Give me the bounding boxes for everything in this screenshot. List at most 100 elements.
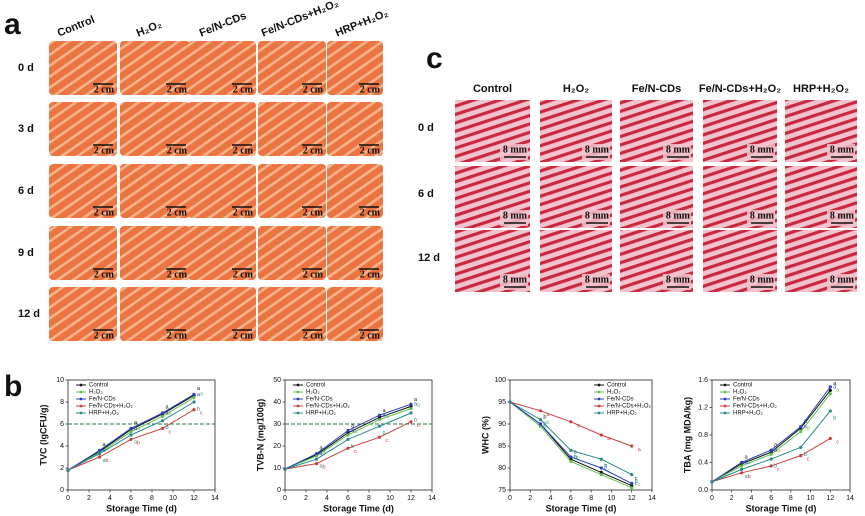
x-axis-label: Storage Time (d): [546, 503, 617, 513]
data-point: [97, 452, 102, 456]
legend-label: Fe/N-CDs+H₂O₂: [607, 404, 651, 410]
scale-label: 8 mm: [503, 210, 528, 221]
data-point: [409, 404, 413, 408]
data-point: [599, 433, 603, 437]
significance-letter: a: [320, 451, 324, 457]
x-tick-label: 0: [66, 495, 70, 502]
significance-letter: c: [836, 439, 839, 445]
significance-letter: a: [804, 424, 808, 430]
data-point: [569, 455, 573, 459]
data-point: [828, 392, 832, 396]
scale-bg: [663, 274, 691, 290]
significance-letter: b: [604, 464, 607, 470]
x-tick-label: 14: [428, 495, 436, 502]
data-point: [630, 481, 634, 485]
y-tick-label: 95: [498, 399, 506, 406]
data-point: [314, 454, 319, 458]
legend-label: HRP+H₂O₂: [306, 411, 337, 417]
column-header: Fe/N-CDs+H₂O₂: [699, 83, 781, 95]
y-axis-label: TBA (mg MDA/kg): [682, 397, 692, 473]
sample-photo: [120, 226, 190, 280]
plot-frame: [67, 379, 216, 491]
sample-photo: [258, 164, 326, 218]
significance-letter: c: [604, 463, 607, 469]
sample-photo: [188, 226, 256, 280]
significance-letter: b: [748, 474, 751, 480]
y-tick-label: 20: [273, 443, 281, 450]
data-point: [377, 413, 382, 417]
x-tick-label: 8: [150, 495, 154, 502]
legend-marker: [79, 411, 83, 415]
scale-label: 2 cm: [360, 145, 381, 156]
x-tick-label: 4: [549, 495, 553, 502]
scale-label: 2 cm: [360, 330, 381, 341]
scale-label: 8 mm: [503, 144, 528, 155]
significance-letter: a: [748, 460, 752, 466]
x-tick-label: 12: [628, 495, 636, 502]
legend-marker: [79, 397, 83, 401]
row-label: 12 d: [18, 308, 40, 320]
significance-letter: a: [383, 413, 387, 419]
legend-label: Control: [733, 383, 752, 389]
sample-photo: [327, 41, 383, 95]
significance-letter: a: [166, 405, 170, 411]
sample-photo: [120, 287, 190, 341]
legend-label: H₂O₂: [89, 390, 103, 396]
scale-label: 2 cm: [94, 269, 115, 280]
sample-photo: [258, 226, 326, 280]
column-header: Fe/N-CDs+H₂O₂: [260, 0, 341, 39]
x-tick-label: 12: [407, 495, 415, 502]
scale-bg: [663, 210, 691, 226]
significance-letter: a: [833, 384, 837, 390]
significance-letter: a: [197, 386, 201, 392]
significance-letter: c: [635, 476, 638, 482]
y-tick-label: 80: [498, 465, 506, 472]
panel-label: c: [426, 42, 443, 75]
scale-label: 2 cm: [167, 269, 188, 280]
legend-marker: [723, 383, 727, 387]
row-label: 9 d: [18, 247, 34, 259]
significance-letter: a: [546, 412, 550, 418]
plot-frame: [284, 379, 433, 491]
data-point: [377, 435, 382, 439]
data-point: [66, 468, 70, 472]
legend-marker: [597, 411, 601, 415]
legend-marker: [296, 397, 300, 401]
data-point: [346, 437, 350, 441]
significance-letter: a: [417, 403, 421, 409]
significance-letter: a: [414, 402, 418, 408]
legend-label: HRP+H₂O₂: [607, 411, 638, 417]
data-point: [314, 452, 319, 456]
x-tick-label: 12: [190, 495, 198, 502]
scale-label: 2 cm: [303, 207, 324, 218]
significance-letter: a: [134, 426, 138, 432]
significance-letter: a: [745, 460, 749, 466]
sample-photo: [188, 102, 256, 156]
significance-letter: a: [320, 464, 324, 470]
legend-label: Fe/N-CDs: [89, 397, 116, 403]
y-tick-label: 10: [273, 465, 281, 472]
x-tick-label: 14: [846, 495, 854, 502]
x-tick-label: 8: [589, 495, 593, 502]
row-label: 6 d: [418, 188, 434, 200]
data-point: [739, 460, 744, 465]
data-point: [314, 462, 319, 466]
significance-letter: a: [383, 408, 387, 414]
x-axis-label: Storage Time (d): [746, 503, 817, 513]
data-point: [160, 411, 165, 415]
significance-letter: a: [745, 454, 749, 460]
legend-marker: [597, 397, 601, 401]
scale-label: 8 mm: [585, 274, 610, 285]
data-point: [630, 473, 634, 477]
significance-letter: a: [774, 448, 778, 454]
y-tick-label: 0.8: [698, 432, 708, 439]
sample-photo: [188, 164, 256, 218]
x-tick-label: 2: [87, 495, 91, 502]
significance-letter: c: [638, 482, 641, 488]
legend-label: HRP+H₂O₂: [89, 411, 120, 417]
significance-letter: c: [169, 429, 172, 435]
column-header: H₂O₂: [135, 18, 164, 39]
y-tick-label: 100: [494, 377, 506, 384]
significance-letter: c: [807, 457, 810, 463]
scale-label: 2 cm: [360, 84, 381, 95]
